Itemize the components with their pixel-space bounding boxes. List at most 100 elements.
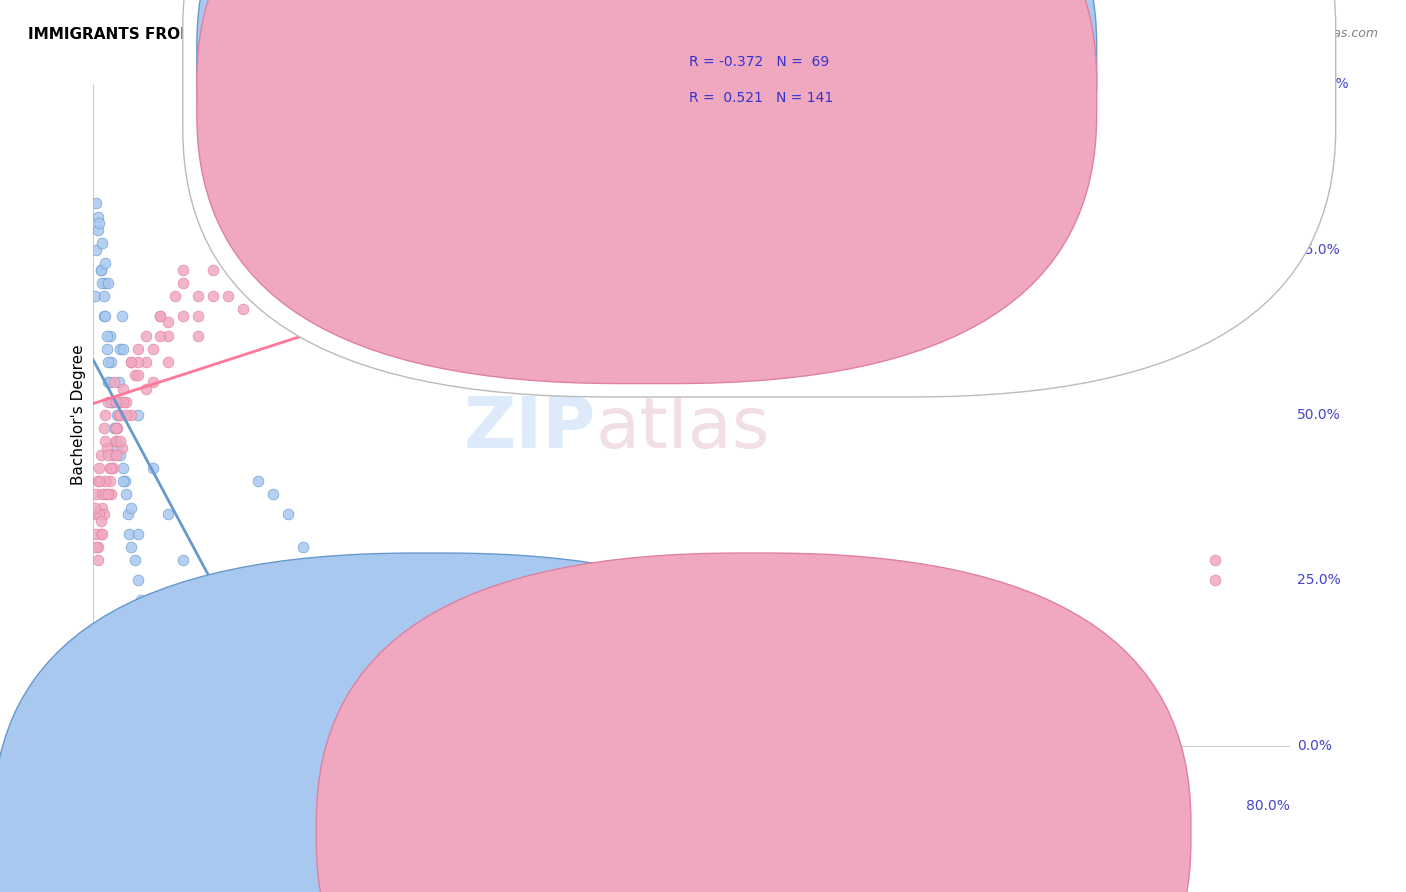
Text: 75.0%: 75.0% — [1296, 243, 1340, 257]
Point — [755, 144, 778, 158]
Point — [142, 342, 165, 356]
Point — [112, 382, 135, 396]
Point — [91, 276, 114, 290]
Point — [100, 487, 122, 501]
Point — [84, 243, 107, 257]
Point — [321, 223, 343, 237]
Point — [1204, 574, 1226, 588]
Point — [93, 309, 115, 323]
Point — [277, 243, 299, 257]
Point — [90, 262, 112, 277]
Point — [90, 448, 112, 462]
Point — [456, 196, 478, 211]
Point — [115, 408, 138, 422]
Point — [96, 487, 118, 501]
Point — [605, 177, 627, 191]
Point — [530, 196, 553, 211]
Point — [91, 527, 114, 541]
Text: 50.0%: 50.0% — [1296, 408, 1340, 422]
Point — [262, 262, 284, 277]
Point — [110, 309, 132, 323]
Point — [755, 183, 778, 197]
Point — [979, 157, 1001, 171]
Point — [262, 487, 284, 501]
Point — [108, 448, 131, 462]
Point — [94, 408, 117, 422]
Point — [904, 177, 927, 191]
Point — [201, 262, 224, 277]
Point — [96, 441, 118, 455]
Text: Immigrants from Australia: Immigrants from Australia — [420, 785, 603, 799]
Point — [165, 686, 187, 700]
Point — [98, 375, 121, 389]
Point — [217, 289, 239, 303]
Point — [217, 673, 239, 687]
Point — [104, 441, 127, 455]
Point — [84, 541, 107, 555]
Point — [120, 355, 142, 369]
Point — [100, 394, 122, 409]
Point — [201, 223, 224, 237]
Point — [97, 375, 120, 389]
Point — [201, 712, 224, 726]
Point — [187, 706, 209, 720]
Point — [232, 262, 254, 277]
Point — [118, 527, 141, 541]
Point — [104, 434, 127, 449]
Point — [1129, 111, 1152, 125]
Point — [755, 57, 778, 71]
Point — [127, 342, 149, 356]
Point — [98, 328, 121, 343]
Point — [84, 196, 107, 211]
Text: 25.0%: 25.0% — [1296, 574, 1340, 587]
Point — [1129, 78, 1152, 92]
Point — [149, 328, 172, 343]
Point — [91, 236, 114, 251]
Point — [101, 448, 124, 462]
Point — [94, 487, 117, 501]
Point — [112, 461, 135, 475]
Point — [149, 309, 172, 323]
Point — [134, 328, 156, 343]
Point — [165, 289, 187, 303]
Point — [456, 111, 478, 125]
Point — [108, 434, 131, 449]
Text: atlas: atlas — [596, 393, 770, 463]
Point — [277, 507, 299, 521]
Point — [904, 117, 927, 131]
Point — [90, 527, 112, 541]
Point — [94, 434, 117, 449]
Point — [96, 328, 118, 343]
Point — [291, 541, 314, 555]
Point — [201, 289, 224, 303]
Point — [94, 276, 117, 290]
Point — [156, 355, 179, 369]
Point — [201, 632, 224, 647]
Point — [129, 593, 152, 607]
Point — [172, 262, 194, 277]
Text: 0.0%: 0.0% — [93, 798, 128, 813]
Point — [1054, 78, 1077, 92]
Point — [605, 169, 627, 184]
Point — [127, 408, 149, 422]
Point — [91, 500, 114, 515]
Point — [246, 474, 269, 488]
Point — [904, 45, 927, 59]
Point — [307, 236, 329, 251]
Point — [120, 408, 142, 422]
Point — [120, 355, 142, 369]
Point — [307, 276, 329, 290]
Point — [830, 117, 852, 131]
Point — [830, 144, 852, 158]
Point — [605, 169, 627, 184]
Point — [93, 507, 115, 521]
Point — [83, 507, 105, 521]
Point — [115, 394, 138, 409]
Point — [90, 514, 112, 528]
Point — [115, 487, 138, 501]
Point — [96, 342, 118, 356]
Point — [187, 328, 209, 343]
Point — [100, 355, 122, 369]
Point — [107, 375, 129, 389]
Point — [755, 130, 778, 145]
